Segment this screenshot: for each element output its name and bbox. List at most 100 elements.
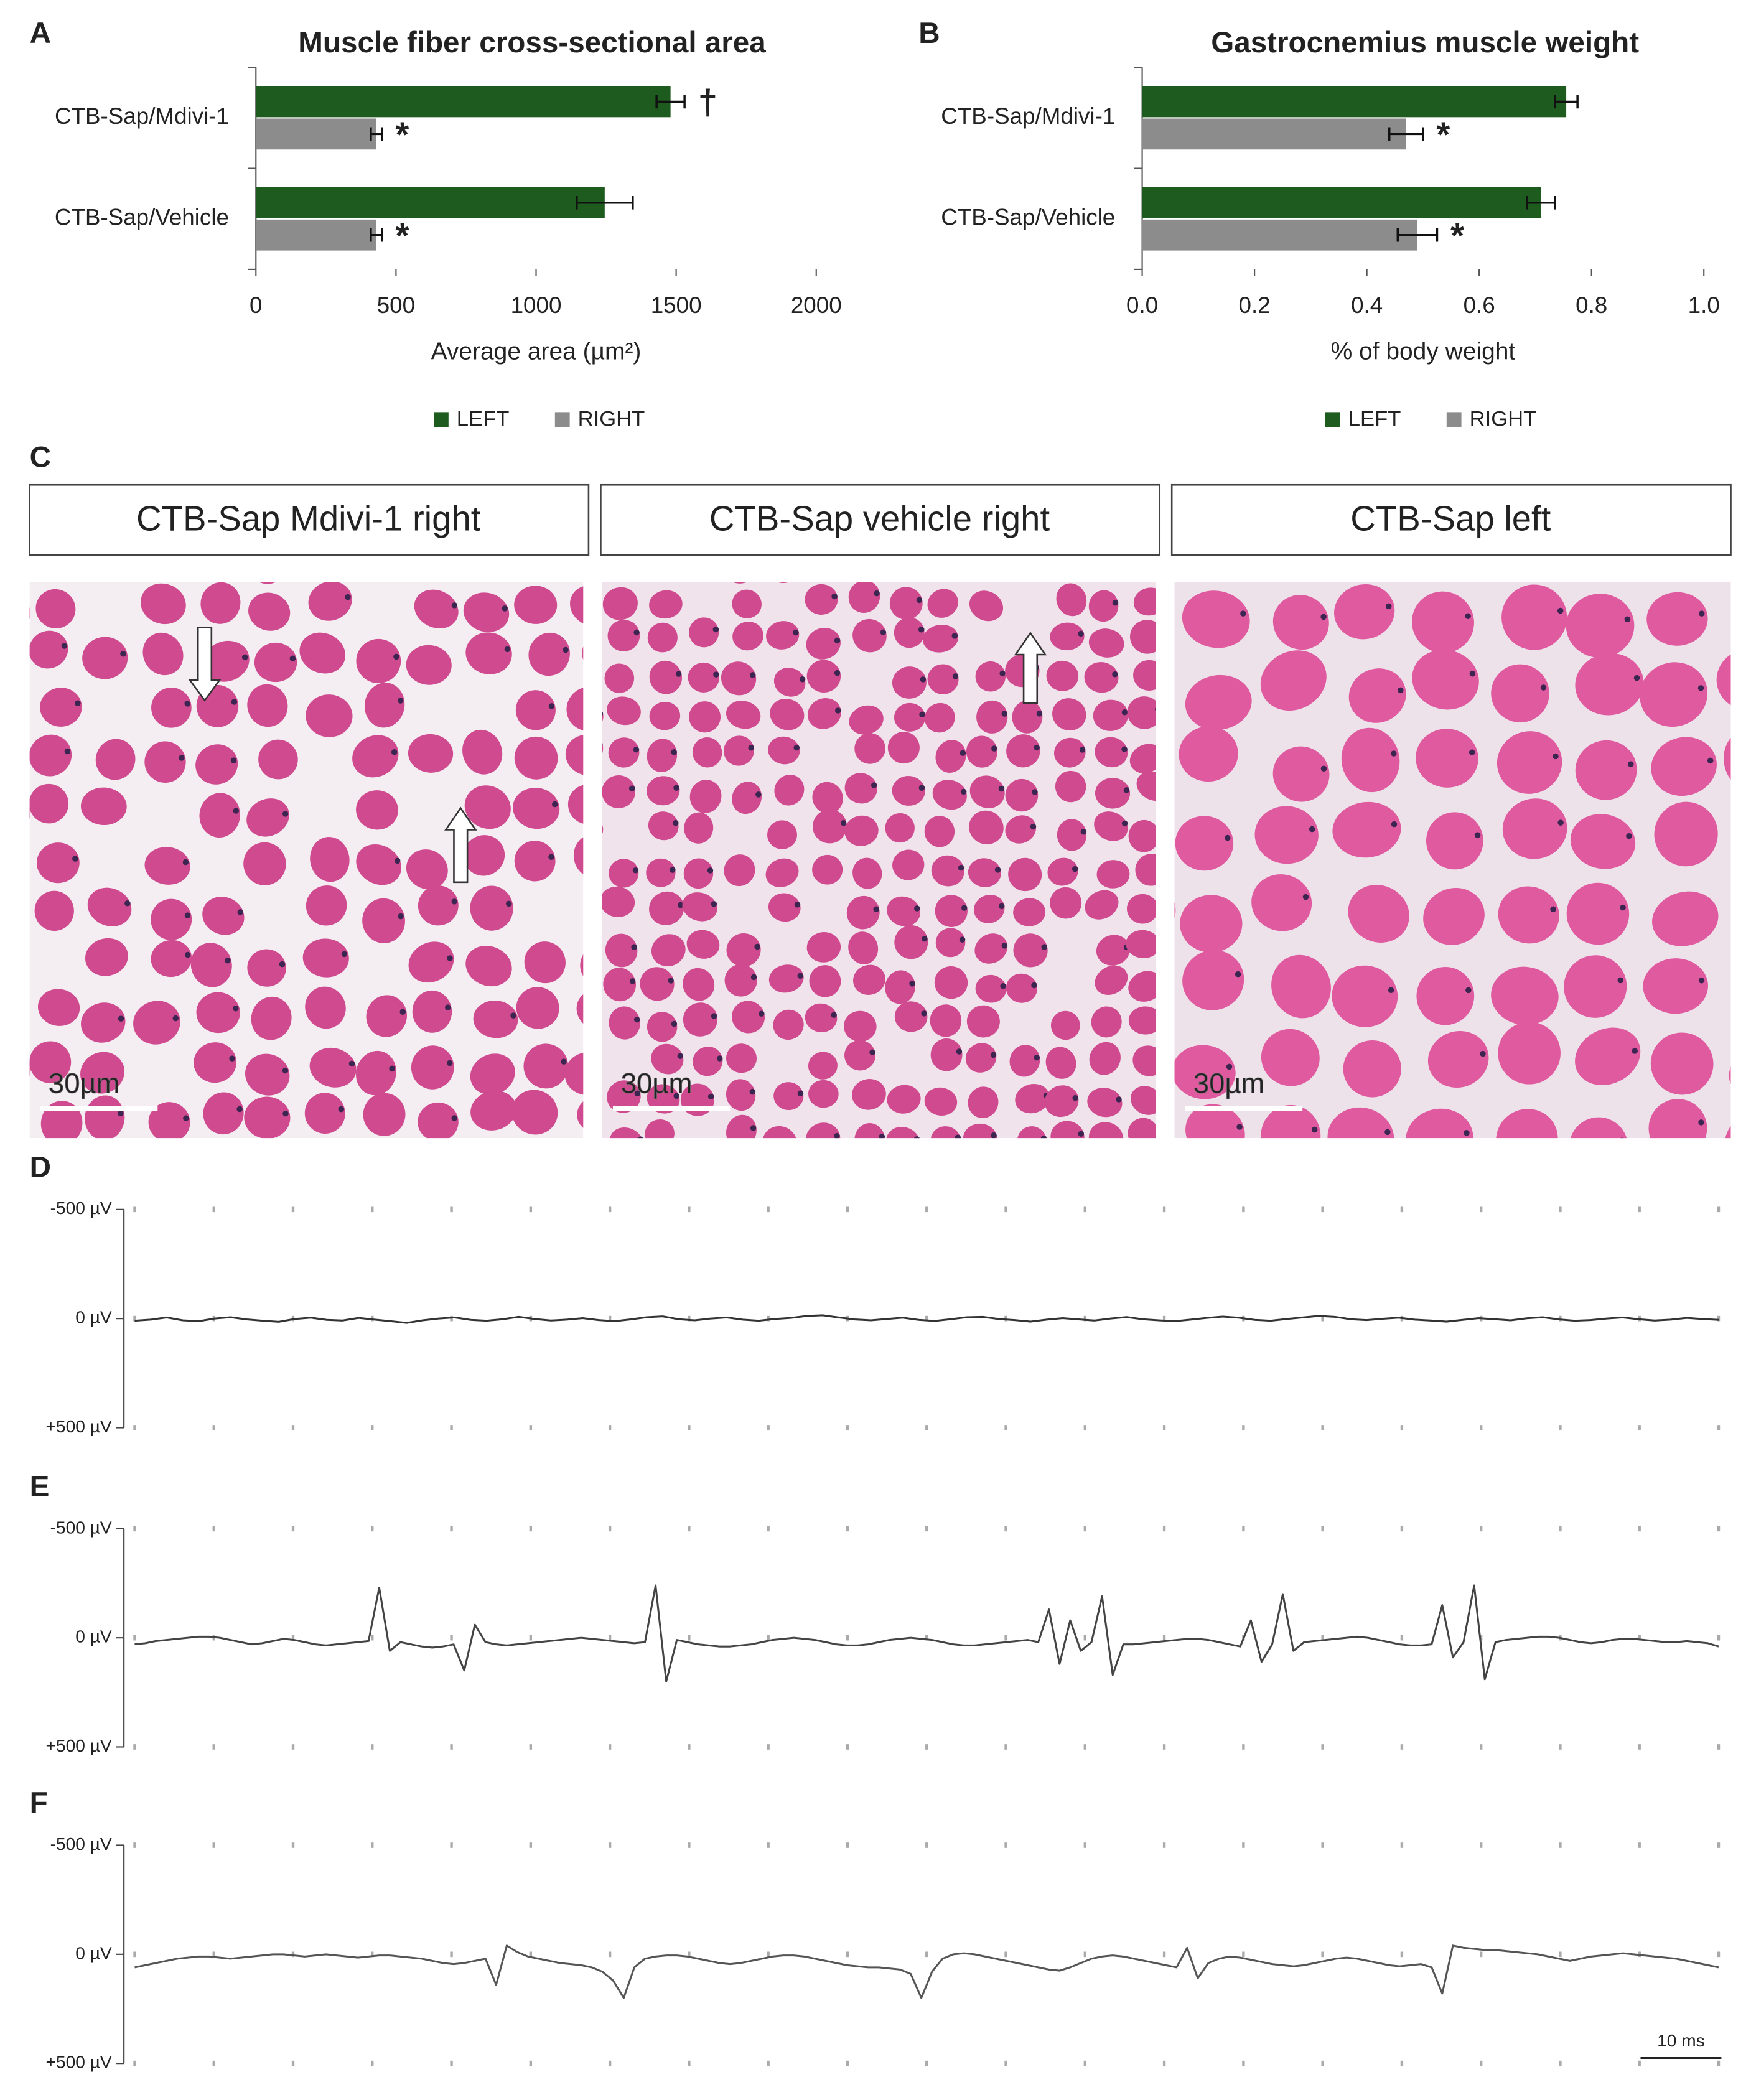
grid-dot [133, 2060, 136, 2066]
muscle-fiber [36, 842, 80, 884]
muscle-fiber [609, 1006, 640, 1040]
nucleus [552, 801, 558, 808]
nucleus [1030, 823, 1037, 830]
nucleus [918, 627, 925, 633]
muscle-fiber [935, 740, 966, 773]
panel-letter: D [30, 1150, 51, 1183]
muscle-fiber [1650, 1032, 1714, 1095]
muscle-fiber [1008, 857, 1042, 892]
grid-dot [1083, 1315, 1086, 1322]
nucleus [64, 748, 71, 755]
muscle-fiber [1088, 590, 1119, 622]
muscle-fiber [1137, 1154, 1170, 1188]
grid-dot [133, 1425, 136, 1430]
muscle-fiber [1501, 584, 1567, 650]
grid-dot [688, 1206, 691, 1213]
muscle-fiber [1423, 888, 1485, 945]
legend-swatch [1325, 412, 1340, 427]
nucleus [1390, 1192, 1396, 1198]
nucleus [879, 1133, 885, 1139]
muscle-fiber [852, 1079, 886, 1110]
muscle-fiber [602, 775, 636, 809]
muscle-fiber [885, 1155, 925, 1195]
grid-dot [1162, 2060, 1166, 2066]
nucleus [502, 605, 508, 612]
nucleus [991, 1132, 997, 1139]
muscle-fiber [813, 809, 847, 844]
nucleus [1469, 671, 1476, 677]
muscle-fiber [148, 1102, 190, 1139]
nucleus [959, 936, 966, 943]
nucleus [236, 1106, 243, 1113]
muscle-fiber [806, 660, 841, 693]
muscle-fiber [0, 689, 27, 735]
muscle-fiber [647, 739, 678, 772]
grid-dot [291, 1206, 295, 1213]
nucleus [671, 749, 677, 755]
nucleus [394, 857, 401, 864]
nucleus [184, 951, 191, 958]
nucleus [678, 902, 684, 908]
nucleus [990, 1052, 997, 1058]
grid-dot [133, 1635, 136, 1641]
bar [256, 187, 605, 218]
muscle-fiber [732, 622, 763, 651]
grid-dot [1162, 1951, 1166, 1958]
muscle-fiber [1416, 729, 1478, 788]
nucleus [711, 901, 717, 907]
grid-dot [1242, 1744, 1245, 1750]
nucleus [610, 1163, 616, 1169]
grid-dot [1242, 1951, 1245, 1958]
grid-dot [1162, 1206, 1166, 1213]
panel-header: CTB-Sap Mdivi-1 right [136, 499, 481, 538]
muscle-fiber [1085, 890, 1119, 920]
muscle-fiber [892, 666, 927, 699]
muscle-fiber [1185, 1104, 1245, 1139]
x-axis-label: Average area (µm²) [431, 338, 642, 365]
nucleus [592, 974, 598, 981]
muscle-fiber [841, 1153, 883, 1193]
nucleus [831, 593, 838, 600]
nucleus [716, 1055, 723, 1062]
muscle-fiber [1569, 1117, 1628, 1139]
grid-dot [133, 1526, 136, 1532]
nucleus [1226, 1063, 1233, 1070]
muscle-fiber [894, 925, 928, 959]
arrow [188, 627, 222, 702]
muscle-fiber [689, 780, 722, 813]
muscle-fiber [1640, 1174, 1722, 1251]
grid-dot [1162, 1842, 1166, 1848]
muscle-fiber [1006, 973, 1038, 1003]
muscle-fiber [1643, 958, 1709, 1014]
nucleus [563, 646, 569, 653]
muscle-fiber [1343, 1040, 1401, 1098]
muscle-fiber [726, 1043, 757, 1073]
nucleus [563, 1167, 569, 1173]
nucleus [1707, 757, 1714, 764]
muscle-fiber [927, 589, 958, 618]
grid-dot [1083, 1951, 1086, 1958]
muscle-fiber [82, 637, 128, 679]
muscle-fiber [1571, 1171, 1634, 1228]
grid-dot [450, 1526, 453, 1532]
muscle-fiber [969, 810, 1004, 845]
grid-dot [212, 1744, 215, 1750]
muscle-fiber [567, 1164, 604, 1198]
muscle-fiber [465, 945, 512, 987]
grid-dot [925, 2060, 928, 2066]
muscle-fiber [649, 891, 684, 925]
muscle-fiber [934, 966, 968, 999]
muscle-fiber [414, 589, 459, 628]
muscle-fiber [930, 1038, 963, 1071]
muscle-fiber [887, 1085, 921, 1114]
muscle-fiber [607, 696, 641, 726]
nucleus [1464, 1129, 1470, 1136]
muscle-fiber [95, 739, 136, 780]
muscle-fiber [1128, 819, 1156, 852]
muscle-fiber [844, 773, 877, 804]
muscle-fiber [647, 622, 678, 653]
muscle-fiber [649, 660, 683, 694]
muscle-fiber [85, 938, 128, 976]
nucleus [629, 978, 636, 984]
grid-dot [608, 1842, 612, 1848]
